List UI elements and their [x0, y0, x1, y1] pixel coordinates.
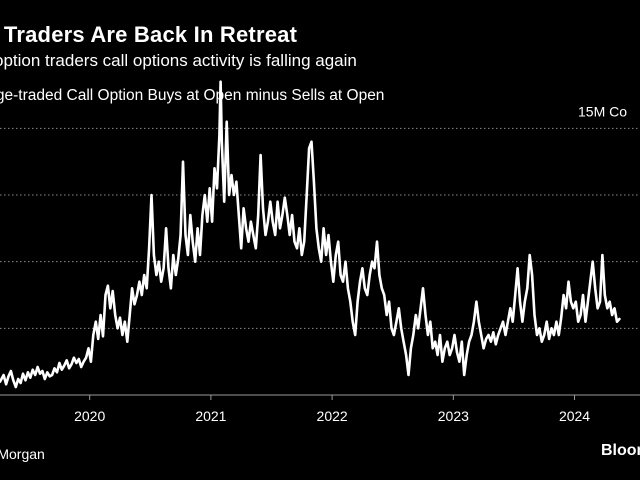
gridline-label: 15M Co [578, 103, 627, 119]
x-axis: 2020 2021 2022 2023 2024 [0, 394, 640, 424]
series-label: hange-traded Call Option Buys at Open mi… [0, 87, 385, 104]
gridlines: 15M Co [0, 103, 640, 329]
x-tick-label: 2023 [438, 408, 469, 424]
series-layer [0, 80, 621, 389]
source-note: PMorgan [0, 446, 45, 462]
x-tick-label: 2024 [559, 408, 590, 424]
series-line [0, 80, 621, 389]
x-tick-label: 2021 [195, 408, 226, 424]
x-tick-label: 2020 [74, 408, 105, 424]
chart-title: il Traders Are Back In Retreat [0, 22, 298, 47]
chart-subtitle: option traders call options activity is … [0, 51, 357, 70]
bloomberg-logo: Bloom [601, 442, 640, 459]
x-tick-label: 2022 [317, 408, 348, 424]
